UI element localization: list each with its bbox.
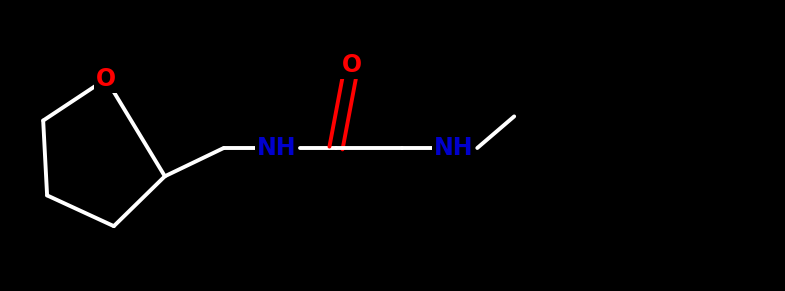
Text: NH: NH <box>257 136 296 160</box>
Text: NH: NH <box>434 136 473 160</box>
Text: O: O <box>96 67 116 91</box>
Text: O: O <box>341 53 362 77</box>
